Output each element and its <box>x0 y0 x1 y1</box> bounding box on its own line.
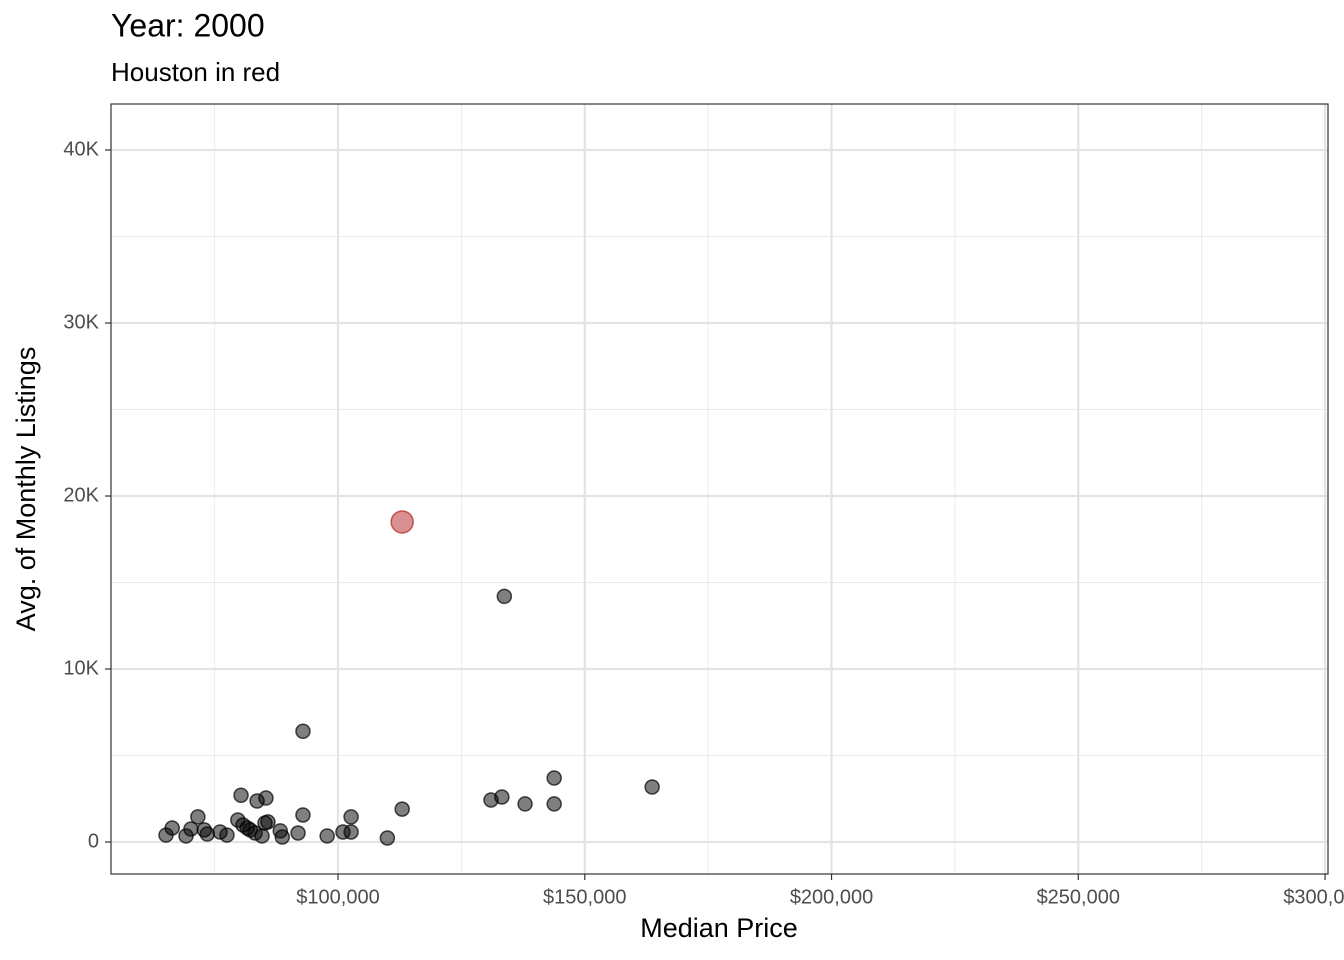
x-tick-label: $200,000 <box>790 886 873 908</box>
point <box>260 814 276 830</box>
x-tick-label: $250,000 <box>1037 886 1120 908</box>
point <box>517 796 533 812</box>
point <box>290 825 306 841</box>
point <box>494 789 510 805</box>
chart-subtitle: Houston in red <box>111 57 280 87</box>
point <box>219 827 235 843</box>
plot-border <box>110 103 1329 875</box>
point <box>390 510 414 534</box>
point <box>233 787 249 804</box>
point <box>343 824 359 840</box>
point <box>644 779 660 795</box>
point <box>379 830 396 846</box>
x-tick-label: $150,000 <box>543 886 626 908</box>
x-tick-label: $100,000 <box>296 886 379 908</box>
y-tick-label: 0 <box>88 830 99 852</box>
point <box>343 809 359 825</box>
point <box>199 826 215 842</box>
point <box>254 828 270 844</box>
x-tick-label: $300,000 <box>1283 886 1344 908</box>
y-axis-label: Avg. of Monthly Listings <box>11 347 41 632</box>
point <box>190 809 206 825</box>
y-tick-label: 10K <box>63 657 99 679</box>
point <box>158 827 174 843</box>
point <box>295 807 311 823</box>
y-tick-label: 30K <box>63 311 99 333</box>
point <box>274 829 290 845</box>
y-tick-label: 20K <box>63 484 99 506</box>
point <box>394 801 410 817</box>
point <box>496 588 513 605</box>
chart-title: Year: 2000 <box>111 7 265 43</box>
x-axis-label: Median Price <box>640 913 798 943</box>
point <box>546 796 562 812</box>
point <box>546 770 562 786</box>
point <box>183 821 199 837</box>
point <box>319 828 335 844</box>
point <box>258 790 274 806</box>
y-tick-label: 40K <box>63 138 99 160</box>
point <box>295 723 311 740</box>
